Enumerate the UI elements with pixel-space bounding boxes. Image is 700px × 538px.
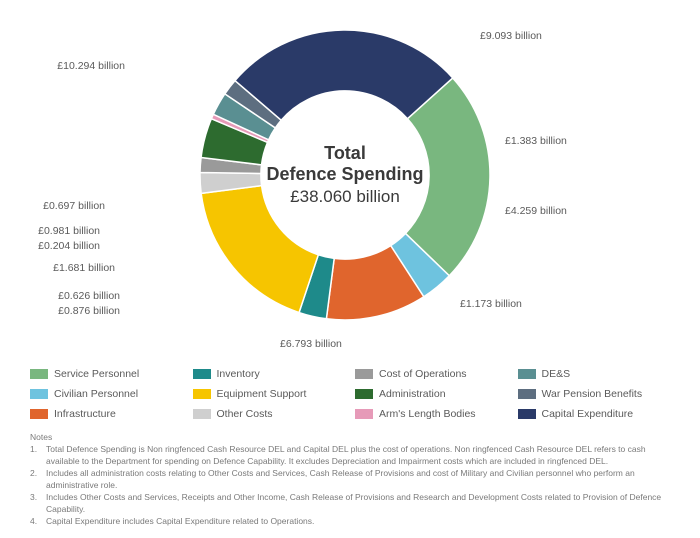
legend-swatch: [518, 369, 536, 379]
slice-label: £0.204 billion: [38, 240, 100, 254]
legend-item: DE&S: [518, 365, 671, 383]
slice-label: £0.626 billion: [58, 290, 120, 304]
legend-label: Other Costs: [217, 408, 273, 420]
legend-label: Service Personnel: [54, 368, 139, 380]
legend-label: Capital Expenditure: [542, 408, 634, 420]
legend-label: Arm's Length Bodies: [379, 408, 476, 420]
legend-swatch: [193, 369, 211, 379]
note-item: 2. Includes all administration costs rela…: [30, 468, 670, 491]
legend-swatch: [518, 389, 536, 399]
legend-item: Service Personnel: [30, 365, 183, 383]
legend-item: Equipment Support: [193, 385, 346, 403]
legend-item: Arm's Length Bodies: [355, 405, 508, 423]
notes-section: Notes 1. Total Defence Spending is Non ri…: [30, 432, 670, 529]
legend-item: Inventory: [193, 365, 346, 383]
legend-swatch: [30, 369, 48, 379]
legend-swatch: [355, 389, 373, 399]
note-text: Includes all administration costs relati…: [46, 468, 670, 491]
slice-label: £10.294 billion: [57, 60, 125, 74]
note-text: Total Defence Spending is Non ringfenced…: [46, 444, 670, 467]
legend-item: Other Costs: [193, 405, 346, 423]
legend-item: Infrastructure: [30, 405, 183, 423]
note-item: 3. Includes Other Costs and Services, Rec…: [30, 492, 670, 515]
slice-label: £1.383 billion: [505, 135, 567, 149]
slice-label: £0.981 billion: [38, 225, 100, 239]
slice-label: £9.093 billion: [480, 30, 542, 44]
slice-label: £0.876 billion: [58, 305, 120, 319]
legend-item: Civilian Personnel: [30, 385, 183, 403]
slice-label: £4.259 billion: [505, 205, 567, 219]
legend-label: War Pension Benefits: [542, 388, 643, 400]
legend-swatch: [193, 389, 211, 399]
donut-chart: Total Defence Spending £38.060 billion: [200, 30, 490, 320]
chart-area: Total Defence Spending £38.060 billion £…: [0, 0, 700, 360]
legend-swatch: [193, 409, 211, 419]
legend-swatch: [355, 369, 373, 379]
legend-label: Civilian Personnel: [54, 388, 138, 400]
note-text: Capital Expenditure includes Capital Exp…: [46, 516, 314, 527]
legend-item: War Pension Benefits: [518, 385, 671, 403]
note-number: 4.: [30, 516, 40, 527]
legend-label: Administration: [379, 388, 446, 400]
note-item: 4. Capital Expenditure includes Capital E…: [30, 516, 670, 527]
legend-swatch: [518, 409, 536, 419]
note-number: 1.: [30, 444, 40, 467]
legend: Service Personnel Inventory Cost of Operat…: [30, 365, 670, 423]
note-number: 3.: [30, 492, 40, 515]
slice-capital-expenditure: [235, 30, 453, 120]
note-number: 2.: [30, 468, 40, 491]
slice-label: £1.173 billion: [460, 298, 522, 312]
slice-label: £0.697 billion: [43, 200, 105, 214]
legend-item: Cost of Operations: [355, 365, 508, 383]
legend-item: Administration: [355, 385, 508, 403]
legend-swatch: [30, 389, 48, 399]
legend-label: DE&S: [542, 368, 571, 380]
legend-label: Equipment Support: [217, 388, 307, 400]
legend-swatch: [355, 409, 373, 419]
legend-label: Inventory: [217, 368, 260, 380]
note-item: 1. Total Defence Spending is Non ringfenc…: [30, 444, 670, 467]
legend-swatch: [30, 409, 48, 419]
legend-item: Capital Expenditure: [518, 405, 671, 423]
slice-equipment-support: [201, 186, 318, 313]
legend-label: Infrastructure: [54, 408, 116, 420]
slice-label: £6.793 billion: [280, 338, 342, 352]
slice-label: £1.681 billion: [53, 262, 115, 276]
legend-label: Cost of Operations: [379, 368, 467, 380]
notes-title: Notes: [30, 432, 670, 443]
note-text: Includes Other Costs and Services, Recei…: [46, 492, 670, 515]
